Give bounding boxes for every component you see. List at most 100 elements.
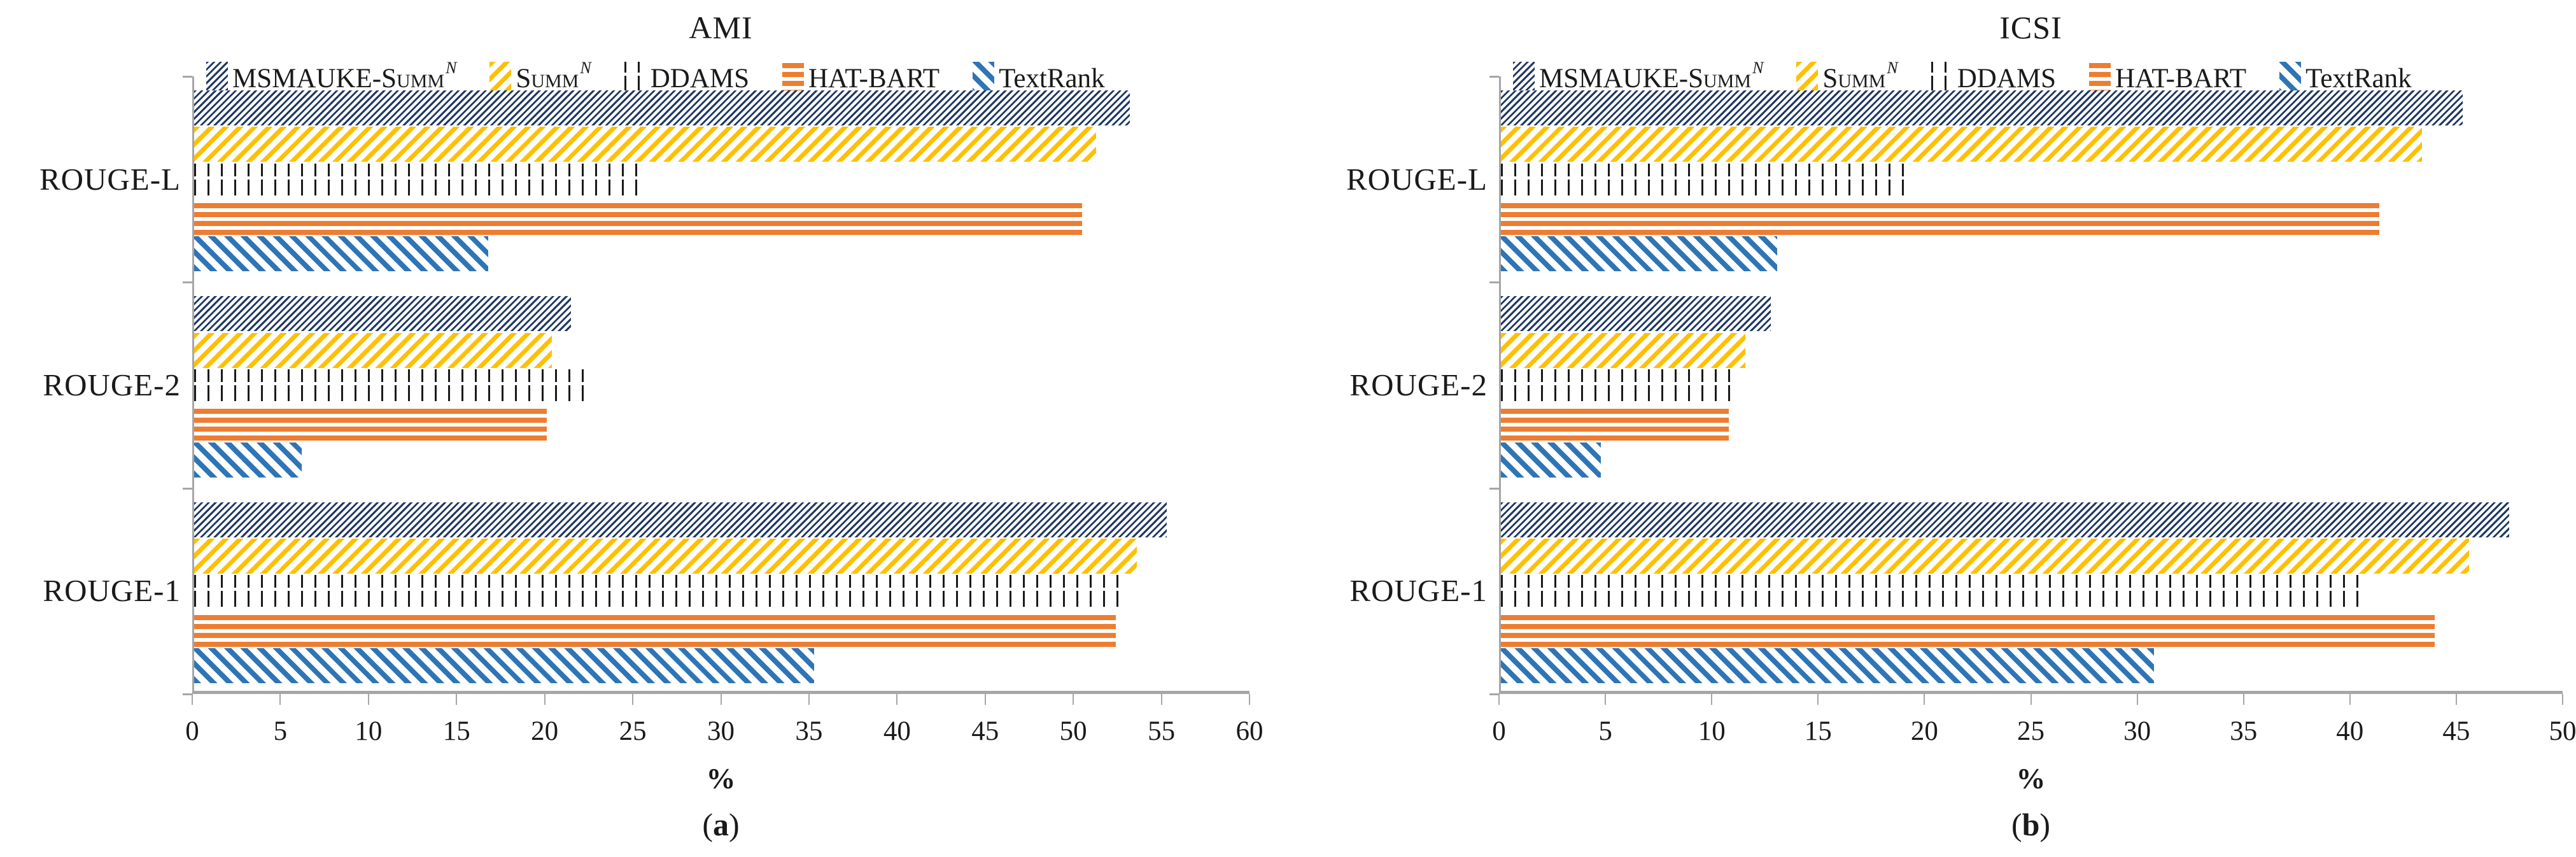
y-axis-tick <box>1489 487 1499 490</box>
x-axis-tick <box>808 694 810 705</box>
x-tick-label-0: 0 <box>1492 716 1506 746</box>
x-tick-label-0: 0 <box>185 716 199 746</box>
bar-DDAMS-ROUGE-2 <box>194 369 584 404</box>
x-tick-label-45: 45 <box>2442 716 2470 746</box>
bar-MSMAUKE-SummN-ROUGE-2 <box>194 296 571 332</box>
chart-title-ami: AMI <box>689 10 753 45</box>
y-axis-tick <box>1489 693 1499 695</box>
bar-SummN-ROUGE-L <box>194 127 1096 162</box>
x-axis-tick <box>1498 694 1500 705</box>
x-tick-label-30: 30 <box>2123 716 2151 746</box>
legend-item-TextRank: TextRank <box>973 62 1105 95</box>
x-axis-label-ami: % <box>706 762 736 795</box>
x-axis-tick <box>279 694 281 705</box>
y-axis-tick <box>183 693 192 695</box>
x-axis-tick <box>2562 694 2563 705</box>
x-axis-tick <box>2349 694 2351 705</box>
legend-label: HAT-BART <box>2115 63 2247 94</box>
bar-TextRank-ROUGE-L <box>194 236 488 272</box>
x-axis-tick <box>896 694 898 705</box>
x-axis-tick <box>1924 694 1925 705</box>
x-axis-tick <box>2242 694 2244 705</box>
y-axis-tick <box>183 76 192 78</box>
x-tick-label-15: 15 <box>442 716 470 746</box>
caption-close-paren: ) <box>729 807 740 842</box>
x-tick-label-50: 50 <box>1059 716 1087 746</box>
legend-label: TextRank <box>999 63 1105 94</box>
subfigure-caption-a: (a) <box>192 806 1249 843</box>
category-label-ROUGE-2: ROUGE-2 <box>1349 367 1488 402</box>
legend-icsi: MSMAUKE-SummN SummN DDAMS HAT-BART TextRank <box>1513 59 2412 98</box>
bar-SummN-ROUGE-2 <box>1501 332 1745 368</box>
legend-swatch-black-dotted-icon <box>1931 62 1953 95</box>
bar-TextRank-ROUGE-2 <box>1501 442 1601 478</box>
x-axis-tick <box>1817 694 1819 705</box>
legend-item-HAT-BART: HAT-BART <box>2089 62 2246 95</box>
bar-TextRank-ROUGE-1 <box>194 648 814 683</box>
x-axis-tick <box>1605 694 1607 705</box>
category-label-ROUGE-L: ROUGE-L <box>39 161 181 197</box>
x-tick-label-30: 30 <box>707 716 735 746</box>
legend-swatch-black-dotted-icon <box>624 62 646 95</box>
x-axis-tick <box>2030 694 2032 705</box>
plot-area-ami <box>192 76 1249 694</box>
x-axis-tick <box>456 694 458 705</box>
bar-SummN-ROUGE-1 <box>1501 538 2469 574</box>
x-axis-tick <box>2455 694 2457 705</box>
y-axis-tick <box>183 487 192 490</box>
legend-item-SummN: SummN <box>1796 58 1898 95</box>
bar-TextRank-ROUGE-1 <box>1501 648 2154 683</box>
x-axis-tick <box>544 694 545 705</box>
x-tick-label-45: 45 <box>971 716 999 746</box>
legend-swatch-blue-diagonal-hatch-icon <box>2279 62 2302 95</box>
x-tick-label-60: 60 <box>1235 716 1263 746</box>
x-tick-label-25: 25 <box>619 716 647 746</box>
x-tick-label-40: 40 <box>883 716 911 746</box>
bar-TextRank-ROUGE-2 <box>194 442 302 478</box>
legend-swatch-yellow-diagonal-hatch-icon <box>489 62 512 95</box>
legend-label: DDAMS <box>1957 63 2056 94</box>
bar-HAT-BART-ROUGE-L <box>194 199 1082 235</box>
category-label-ROUGE-1: ROUGE-1 <box>1349 573 1488 609</box>
chart-title-icsi: ICSI <box>1999 10 2062 45</box>
legend-swatch-orange-horizontal-lines-icon <box>2089 62 2111 95</box>
x-tick-label-20: 20 <box>1910 716 1938 746</box>
legend-label: MSMAUKE-SummN <box>1539 58 1764 94</box>
x-tick-label-35: 35 <box>2230 716 2258 746</box>
bar-SummN-ROUGE-L <box>1501 127 2422 162</box>
category-label-ROUGE-L: ROUGE-L <box>1346 161 1488 197</box>
x-axis-tick <box>1249 694 1250 705</box>
legend-item-MSMAUKE-SummN: MSMAUKE-SummN <box>1513 58 1764 95</box>
plot-area-icsi <box>1499 76 2563 694</box>
bar-MSMAUKE-SummN-ROUGE-1 <box>194 502 1167 537</box>
legend-label: SummN <box>516 58 591 94</box>
bar-MSMAUKE-SummN-ROUGE-2 <box>1501 296 1771 332</box>
legend-label: SummN <box>1822 58 1898 94</box>
x-tick-label-10: 10 <box>1698 716 1726 746</box>
x-tick-label-5: 5 <box>273 716 288 746</box>
bar-DDAMS-ROUGE-L <box>1501 163 1907 199</box>
bar-DDAMS-ROUGE-2 <box>1501 369 1731 404</box>
bar-SummN-ROUGE-2 <box>194 332 552 368</box>
chart-icsi: ICSI MSMAUKE-SummN SummN DDAMS HAT-BART Text… <box>1288 0 2576 857</box>
x-axis-tick <box>632 694 634 705</box>
bar-DDAMS-ROUGE-1 <box>1501 575 2360 611</box>
bar-HAT-BART-ROUGE-2 <box>194 406 547 441</box>
bar-HAT-BART-ROUGE-1 <box>1501 611 2435 647</box>
bar-MSMAUKE-SummN-ROUGE-1 <box>1501 502 2509 537</box>
x-tick-label-20: 20 <box>531 716 559 746</box>
caption-open-paren: ( <box>702 807 713 842</box>
legend-item-MSMAUKE-SummN: MSMAUKE-SummN <box>206 58 457 95</box>
legend-label: MSMAUKE-SummN <box>232 58 457 94</box>
x-axis-tick <box>192 694 193 705</box>
legend-swatch-navy-diagonal-hatch-icon <box>1513 62 1535 95</box>
bar-MSMAUKE-SummN-ROUGE-L <box>1501 90 2463 125</box>
legend-label: HAT-BART <box>808 63 940 94</box>
legend-item-SummN: SummN <box>489 58 591 95</box>
y-axis-tick <box>1489 76 1499 78</box>
category-label-ROUGE-2: ROUGE-2 <box>43 367 181 402</box>
x-axis-tick <box>367 694 369 705</box>
x-axis-tick <box>720 694 722 705</box>
y-axis-tick <box>183 281 192 284</box>
legend-label: DDAMS <box>650 63 749 94</box>
